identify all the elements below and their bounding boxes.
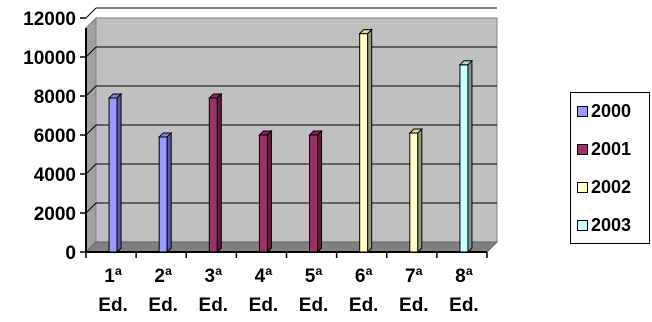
- legend-item-2002: 2002: [577, 177, 631, 197]
- x-tick-label: 4ª Ed.: [249, 266, 279, 316]
- bar-side: [317, 129, 323, 254]
- y-tick-label: 6000: [34, 126, 76, 147]
- bar-front: [208, 97, 218, 253]
- x-tick-label-line: 1ª: [104, 266, 123, 287]
- x-tick-label: 6ª Ed.: [349, 266, 379, 316]
- y-tick-label: 10000: [23, 48, 76, 69]
- legend-item-2000: 2000: [577, 101, 631, 121]
- x-tick-label-line: Ed.: [199, 295, 229, 316]
- gridline-side: [85, 124, 97, 136]
- gridline-side: [85, 163, 97, 175]
- gridline-side: [85, 85, 97, 97]
- bar: [308, 129, 323, 254]
- x-tick-label: 8ª Ed.: [449, 266, 479, 316]
- x-tick-label-line: 8ª: [455, 266, 474, 287]
- bar: [107, 92, 123, 254]
- bar-side: [417, 127, 423, 254]
- gridline-side: [85, 46, 97, 58]
- bar-front: [359, 33, 369, 253]
- x-tick-label: 5ª Ed.: [299, 266, 329, 316]
- x-tick-label-line: Ed.: [399, 295, 429, 316]
- bar-side: [266, 129, 272, 254]
- x-tick-label: 2ª Ed.: [148, 266, 178, 316]
- bar: [208, 92, 223, 254]
- bar-side: [367, 28, 373, 254]
- legend-label: 2003: [591, 215, 632, 235]
- x-tick-label-line: Ed.: [148, 295, 178, 316]
- x-tick-label-line: 2ª: [154, 266, 173, 287]
- legend-swatch-2002: [577, 181, 588, 193]
- x-tick-label-line: Ed.: [249, 295, 279, 316]
- x-tick-label-line: 3ª: [205, 266, 224, 287]
- legend-label: 2001: [591, 139, 632, 159]
- legend-label: 2002: [591, 177, 632, 197]
- bar: [408, 127, 424, 254]
- x-tick-label-line: 6ª: [355, 266, 374, 287]
- x-tick-label-line: Ed.: [98, 295, 128, 316]
- y-tick-label: 2000: [34, 204, 76, 225]
- x-tick-label: 7ª Ed.: [399, 266, 429, 316]
- bar-front: [459, 64, 469, 253]
- legend-swatch-2000: [577, 105, 588, 117]
- bar-front: [158, 136, 168, 253]
- x-tick-label-line: 5ª: [305, 266, 324, 287]
- x-tick-label: 3ª Ed.: [199, 266, 229, 316]
- bar: [458, 59, 474, 254]
- x-axis-ticks: 1ª Ed. 2ª Ed. 3ª Ed. 4ª Ed. 5ª Ed. 6ª Ed. 7ª Ed. 8ª Ed.: [85, 252, 488, 316]
- side-wall: [85, 16, 97, 254]
- bar-front: [258, 134, 268, 253]
- plot-area: [84, 7, 499, 254]
- plot-floor: [84, 241, 499, 253]
- gridline-side: [85, 202, 97, 214]
- bar: [157, 131, 173, 254]
- legend-label: 2000: [591, 101, 632, 121]
- legend-swatch-2001: [577, 143, 588, 155]
- y-tick-label: 8000: [34, 87, 76, 108]
- plot-background: [95, 17, 498, 243]
- bar-front: [309, 134, 319, 253]
- x-tick-label-line: Ed.: [349, 295, 379, 316]
- legend-item-2001: 2001: [577, 139, 631, 159]
- legend-item-2003: 2003: [577, 215, 631, 235]
- bar-side: [166, 131, 172, 254]
- y-tick-label: 0: [65, 243, 76, 264]
- bar-side: [467, 59, 473, 254]
- x-tick-label-line: Ed.: [299, 295, 329, 316]
- y-axis-ticks: 0 2000 4000 6000 8000 10000 12000: [23, 9, 487, 264]
- y-tick-label: 4000: [34, 165, 76, 186]
- bar-front: [108, 97, 118, 253]
- y-tick-label: 12000: [23, 9, 76, 30]
- bar-side: [116, 92, 122, 254]
- x-tick-label-line: 4ª: [255, 266, 274, 287]
- bar: [358, 28, 373, 254]
- legend-swatch-2003: [577, 219, 588, 231]
- legend: 2000 2001 2002 2003: [570, 92, 650, 244]
- bar: [258, 129, 273, 254]
- bar-front: [409, 132, 419, 253]
- gridline-side: [85, 7, 97, 19]
- x-tick-label-line: 7ª: [405, 266, 424, 287]
- bar-side: [216, 92, 222, 254]
- x-tick-label-line: Ed.: [449, 295, 479, 316]
- x-tick-label: 1ª Ed.: [98, 266, 128, 316]
- bars: [107, 28, 474, 254]
